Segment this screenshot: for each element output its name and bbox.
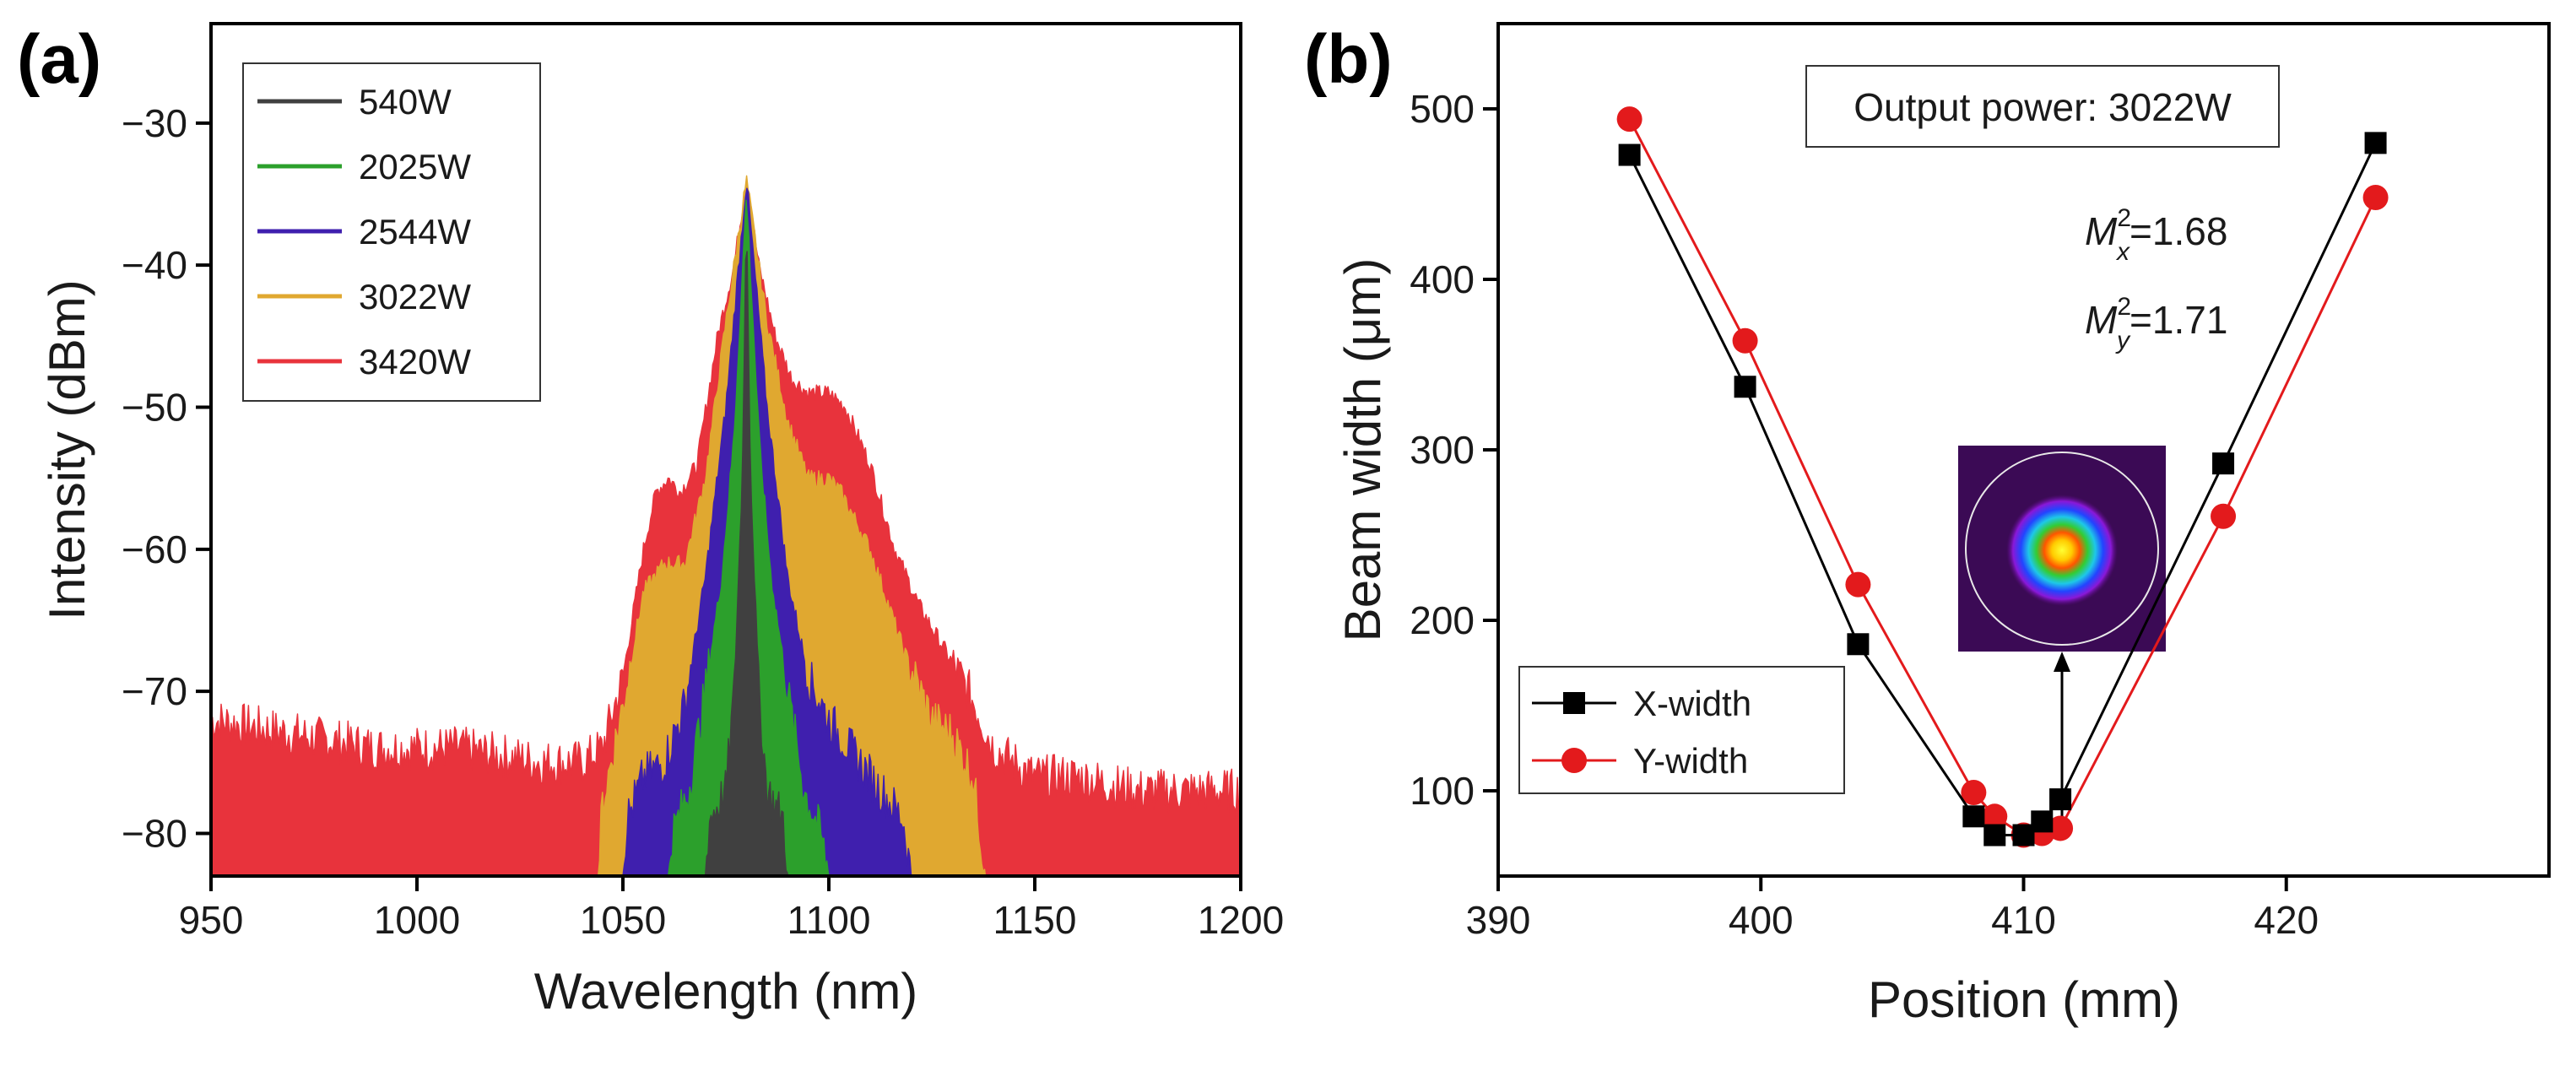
panel-a-series [211,175,1241,876]
m2y-annotation: M2 y=1.71 [2085,293,2227,354]
legend-label-y-width: Y-width [1633,741,1748,781]
y-tick-label: 500 [1410,87,1475,131]
x-tick-label: 950 [179,898,244,942]
legend-label-2544w: 2544W [359,212,471,252]
y-tick-label: −40 [122,243,187,287]
y-tick-label: 300 [1410,428,1475,472]
point-y-width [2362,185,2389,211]
x-tick-label: 1050 [580,898,666,942]
panel-b: (b) 390 400 410 420 100 200 300 400 500 Output p… [1304,21,2551,1028]
y-tick-label: −50 [122,386,187,430]
y-tick-label: −60 [122,527,187,571]
point-y-width [2048,815,2074,841]
y-tick-label: 200 [1410,598,1475,642]
beam-spot [2006,495,2118,606]
panel-a-frame [209,22,1242,878]
point-x-width [1983,824,2006,847]
legend-marker-x-width [1563,692,1585,714]
m2x-base: M [2085,209,2118,253]
y-tick-label: 100 [1410,769,1475,813]
x-tick-label: 1000 [374,898,460,942]
point-y-width [1616,106,1642,133]
point-x-width [1734,376,1756,398]
point-y-width [1845,571,1871,598]
m2x-sup: 2 [2117,204,2131,232]
panel-b-ticks: 390 400 410 420 100 200 300 400 500 [1410,87,2319,942]
panel-a: (a) 950 1000 1050 1100 1150 1200 −80 −70 −60 −50 −… [17,21,1284,1020]
point-y-width [1732,327,1758,354]
panel-b-series [1616,106,2389,848]
point-y-width [2211,503,2237,529]
beam-profile-inset [1958,446,2166,652]
y-tick-label: 400 [1410,257,1475,301]
legend-label-3022w: 3022W [359,277,471,316]
y-tick-label: −80 [122,812,187,856]
point-x-width [2031,810,2054,833]
panel-a-x-axis-title: Wavelength (nm) [534,963,918,1020]
legend-label-x-width: X-width [1633,684,1751,723]
y-tick-label: −70 [122,669,187,713]
point-x-width [2049,788,2072,811]
point-y-width [1961,780,1987,806]
panel-a-y-axis-title: Intensity (dBm) [39,279,95,619]
point-x-width [1962,805,1985,828]
inset-arrowhead [2054,652,2070,672]
point-x-width [2212,452,2235,475]
y-tick-label: −30 [122,101,187,145]
panel-b-legend: X-width Y-width [1518,666,1845,794]
m2x-sub: x [2115,238,2130,266]
x-tick-label: 1200 [1198,898,1284,942]
point-y-width [1982,803,2008,830]
m2y-sup: 2 [2117,293,2131,321]
m2y-value: =1.71 [2130,298,2227,342]
output-power-box [1805,65,2280,148]
panel-b-y-axis-title: Beam width (μm) [1334,258,1391,642]
x-tick-label: 420 [2254,898,2319,942]
panel-a-label: (a) [17,21,101,98]
legend-label-3420w: 3420W [359,342,471,381]
panel-b-label: (b) [1304,21,1393,98]
x-tick-label: 390 [1466,898,1531,942]
x-tick-label: 1150 [993,898,1077,942]
m2y-sub: y [2115,327,2131,354]
m2y-base: M [2085,298,2118,342]
point-x-width [1618,143,1641,166]
x-tick-label: 410 [1991,898,2056,942]
m2x-value: =1.68 [2130,209,2227,253]
point-x-width [2364,132,2387,154]
series-line-y-width [1628,118,2377,837]
panel-a-ticks: 950 1000 1050 1100 1150 1200 −80 −70 −60 −50 −40 −3… [122,101,1284,942]
x-tick-label: 400 [1729,898,1794,942]
series-line-x-width [1628,142,2377,836]
legend-marker-y-width [1561,748,1587,773]
point-x-width [2012,824,2035,847]
legend-label-2025w: 2025W [359,147,471,187]
panel-a-legend: 540W 2025W 2544W 3022W 3420W [242,62,541,402]
inset-aperture-circle [1965,452,2159,646]
output-power-label: Output power: 3022W [1854,85,2232,129]
panel-b-x-axis-title: Position (mm) [1868,971,2180,1028]
point-x-width [1847,633,1870,656]
spectrum-540w [704,251,788,876]
x-tick-label: 1100 [787,898,871,942]
m2x-annotation: M2 x=1.68 [2085,204,2227,266]
legend-label-540w: 540W [359,82,452,122]
